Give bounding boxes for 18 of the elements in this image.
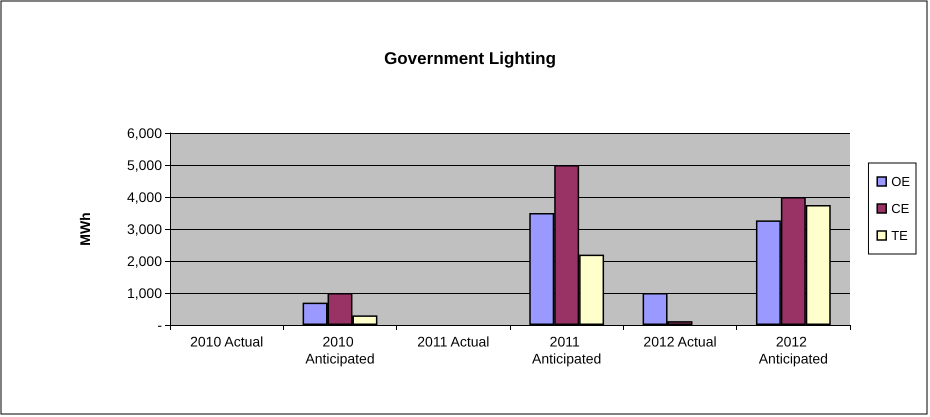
y-tick-label: 6,000	[126, 125, 162, 141]
x-tick-label: 2010 Actual	[190, 334, 264, 350]
y-axis-title: MWh	[77, 212, 93, 246]
y-tick-label: 1,000	[126, 285, 162, 301]
x-tick-label: 2011 Actual	[417, 334, 490, 350]
legend-label: OE	[891, 174, 910, 189]
chart-title: Government Lighting	[384, 49, 556, 68]
legend-label: CE	[891, 201, 910, 216]
x-tick-label: 2011 Anticipated	[532, 334, 602, 366]
y-tick-label: 4,000	[126, 189, 162, 205]
legend-label: TE	[891, 228, 908, 243]
y-tick-label: 2,000	[126, 253, 162, 269]
y-tick-label: 5,000	[126, 157, 162, 173]
x-tick-label: 2010 Anticipated	[305, 334, 375, 366]
x-tick-label: 2012 Actual	[643, 334, 717, 350]
x-tick-label: 2012 Anticipated	[758, 334, 828, 366]
y-tick-label: -	[157, 317, 162, 333]
y-tick-label: 3,000	[126, 221, 162, 237]
